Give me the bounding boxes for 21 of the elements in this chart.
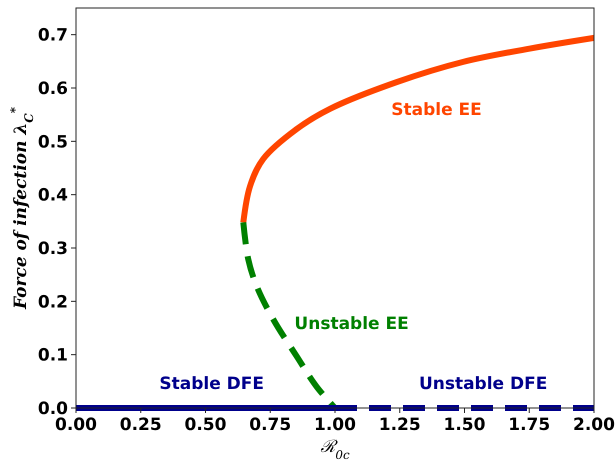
series-label: Stable DFE — [159, 374, 264, 394]
x-tick-label: 2.00 — [573, 415, 616, 435]
y-tick-label: 0.6 — [38, 78, 68, 99]
y-tick-label: 0.7 — [38, 26, 68, 46]
x-tick-label: 1.25 — [378, 415, 421, 435]
series-label: Unstable EE — [294, 314, 409, 334]
series-label: Unstable DFE — [418, 374, 548, 394]
y-tick-label: 0.4 — [38, 186, 68, 206]
x-tick-label: 0.00 — [55, 415, 98, 435]
series-label: Stable EE — [391, 100, 482, 120]
x-tick-label: 1.75 — [508, 415, 550, 435]
x-tick-label: 0.50 — [184, 415, 227, 435]
y-tick-label: 0.2 — [38, 292, 68, 312]
y-tick-label: 0.5 — [38, 132, 68, 152]
x-axis-title: ℛ$_{0c}$ — [320, 437, 350, 460]
x-tick-label: 1.00 — [314, 415, 356, 435]
x-tick-label: 0.75 — [249, 415, 292, 435]
y-tick-label: 0.3 — [38, 238, 68, 259]
x-tick-label: 0.25 — [120, 415, 162, 435]
x-tick-label: 1.50 — [444, 415, 486, 435]
y-tick-label: 0.1 — [38, 346, 68, 366]
